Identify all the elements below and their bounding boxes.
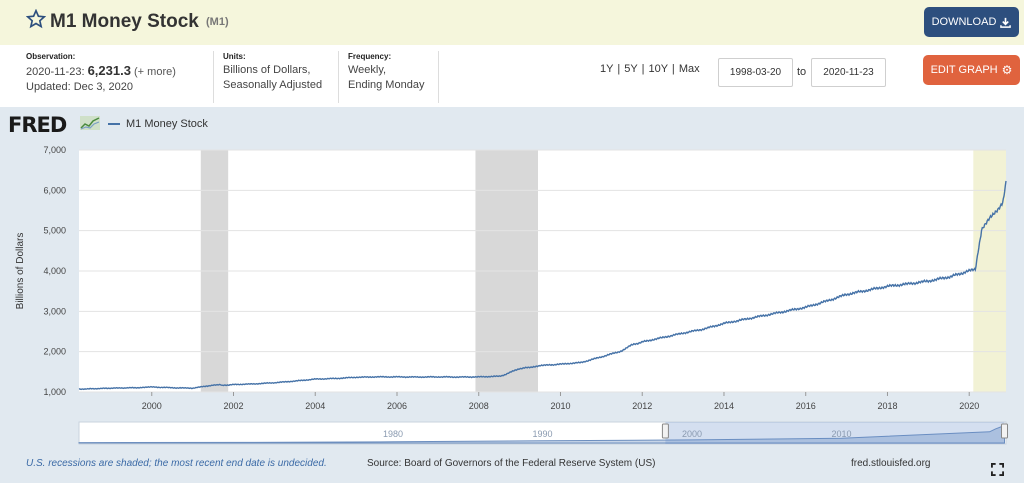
y-tick-label: 3,000 (43, 306, 66, 316)
source-note: Source: Board of Governors of the Federa… (367, 458, 656, 469)
range-1y-link[interactable]: 1Y (600, 63, 614, 75)
x-tick-label: 2000 (142, 401, 162, 411)
y-axis-title: Billions of Dollars (15, 233, 26, 310)
y-tick-label: 6,000 (43, 185, 66, 195)
frequency-line: Weekly, (348, 64, 387, 76)
edit-graph-label: EDIT GRAPH (930, 64, 998, 76)
star-outline-icon[interactable] (26, 9, 46, 29)
divider (438, 51, 439, 103)
y-tick-label: 4,000 (43, 266, 66, 276)
recession-note: U.S. recessions are shaded; the most rec… (26, 458, 327, 469)
updated-date: Updated: Dec 3, 2020 (26, 81, 134, 93)
legend-swatch (108, 123, 120, 125)
end-date-input[interactable]: 2020-11-23 (811, 58, 886, 87)
site-url[interactable]: fred.stlouisfed.org (851, 458, 931, 469)
observation-block: Observation: 2020-11-23: 6,231.3 (+ more… (26, 51, 176, 95)
legend-label: M1 Money Stock (126, 118, 208, 130)
navigator-label: 1990 (532, 429, 552, 439)
series-meta: Observation: 2020-11-23: 6,231.3 (+ more… (0, 45, 1024, 107)
navigator-selection (665, 422, 1005, 444)
to-label: to (797, 66, 807, 78)
observation-date: 2020-11-23: (26, 66, 85, 78)
units-line: Billions of Dollars, (223, 64, 311, 76)
x-tick-label: 2020 (959, 401, 979, 411)
units-line: Seasonally Adjusted (223, 79, 323, 91)
units-block: Units: Billions of Dollars, Seasonally A… (223, 51, 322, 93)
page-title: M1 Money Stock (50, 11, 199, 32)
edit-graph-button[interactable]: EDIT GRAPH ⚙ (923, 55, 1020, 85)
range-10y-link[interactable]: 10Y (648, 63, 668, 75)
download-icon (1000, 17, 1012, 28)
chart-legend: M1 Money Stock (108, 118, 208, 130)
x-tick-label: 2010 (550, 401, 570, 411)
navigator-handle[interactable] (1001, 423, 1009, 439)
y-tick-label: 2,000 (43, 347, 66, 357)
observation-value: 6,231.3 (87, 63, 131, 78)
frequency-block: Frequency: Weekly, Ending Monday (348, 51, 424, 93)
line-chart: 1,000 2,000 3,000 4,000 5,000 6,000 7,000 2000 2… (15, 145, 1009, 445)
fred-logo: FRED (8, 113, 67, 137)
x-tick-label: 2018 (877, 401, 897, 411)
divider (213, 51, 214, 103)
x-tick-label: 2006 (387, 401, 407, 411)
fullscreen-icon[interactable] (991, 463, 1004, 476)
frequency-line: Ending Monday (348, 79, 425, 91)
series-line (78, 180, 1007, 391)
y-tick-label: 5,000 (43, 226, 66, 236)
fred-sparkline-icon (80, 116, 100, 130)
graph-panel: 1,000 2,000 3,000 4,000 5,000 6,000 7,000 2000 2… (0, 107, 1024, 483)
x-tick-label: 2014 (714, 401, 734, 411)
x-tick-label: 2004 (305, 401, 325, 411)
x-tick-label: 2008 (469, 401, 489, 411)
gear-icon: ⚙ (1001, 63, 1013, 77)
x-tick-label: 2002 (223, 401, 243, 411)
series-code: (M1) (206, 16, 229, 28)
start-date-input[interactable]: 1998-03-20 (718, 58, 793, 87)
range-5y-link[interactable]: 5Y (624, 63, 638, 75)
observation-line: 2020-11-23: 6,231.3 (+ more) (26, 63, 176, 80)
title-bar: M1 Money Stock (M1) DOWNLOAD (0, 0, 1024, 45)
range-selector: 1Y | 5Y | 10Y | Max (600, 63, 700, 75)
download-button[interactable]: DOWNLOAD (924, 7, 1019, 37)
navigator-label: 2000 (682, 429, 702, 439)
divider (338, 51, 339, 103)
x-tick-label: 2016 (796, 401, 816, 411)
units-heading: Units: (223, 52, 246, 61)
navigator-label: 2010 (832, 429, 852, 439)
frequency-heading: Frequency: (348, 52, 392, 61)
navigator-handle[interactable] (661, 423, 669, 439)
navigator-label: 1980 (383, 429, 403, 439)
observation-heading: Observation: (26, 52, 76, 61)
range-max-link[interactable]: Max (678, 63, 700, 75)
download-label: DOWNLOAD (931, 16, 997, 28)
more-observations-link[interactable]: (+ more) (134, 66, 176, 78)
y-tick-label: 7,000 (43, 145, 66, 155)
y-tick-label: 1,000 (43, 387, 66, 397)
x-tick-label: 2012 (632, 401, 652, 411)
